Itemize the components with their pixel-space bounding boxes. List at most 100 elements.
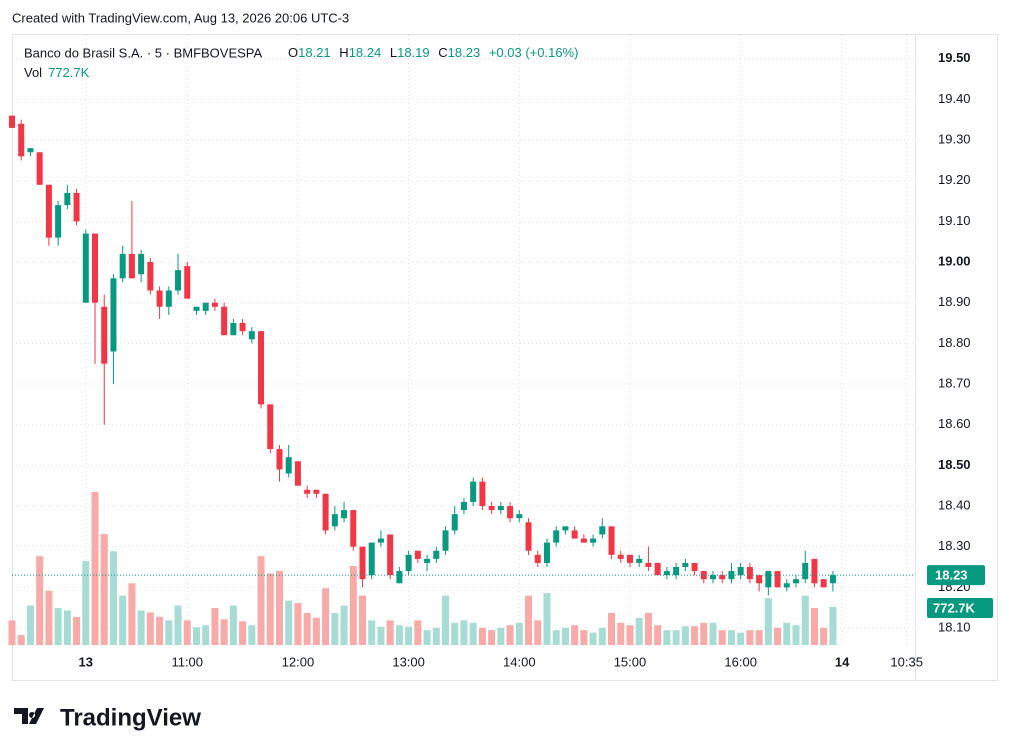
- volume-bar: [506, 625, 514, 645]
- volume-bar: [239, 621, 247, 645]
- grid: 18.1018.2018.3018.4018.5018.6018.7018.80…: [12, 35, 971, 669]
- volume-bar: [580, 630, 588, 645]
- candle-body: [756, 575, 763, 584]
- candle-body: [45, 184, 52, 238]
- candle-body: [728, 571, 735, 580]
- volume-bar: [63, 610, 71, 645]
- volume-bar: [525, 595, 533, 645]
- volume-bar: [644, 612, 652, 645]
- legend-close: 18.23: [448, 45, 481, 60]
- x-tick-label: 11:00: [171, 654, 203, 669]
- volume-bar: [774, 627, 782, 645]
- volume-bar: [26, 605, 34, 645]
- volume-bar: [635, 617, 643, 645]
- candle-body: [331, 514, 338, 527]
- volume-bar: [571, 625, 579, 645]
- volume-bar: [737, 632, 745, 645]
- candle-body: [525, 522, 532, 551]
- candle-body: [543, 542, 550, 563]
- volume-bar: [211, 607, 219, 645]
- candle-body: [387, 534, 394, 576]
- volume-bar: [183, 620, 191, 645]
- volume-bar: [626, 625, 634, 645]
- candle-body: [636, 558, 643, 563]
- candle-body: [193, 306, 200, 311]
- x-tick-label: 16:00: [724, 654, 757, 669]
- candle-body: [147, 262, 154, 291]
- legend-ohlc: O18.21 H18.24 L18.19 C18.23 +0.03 (+0.16…: [288, 45, 578, 60]
- volume-bar: [552, 630, 560, 645]
- volume-bar: [294, 603, 302, 645]
- volume-bar: [377, 626, 385, 645]
- candle-body: [562, 526, 569, 531]
- legend-vol-label: Vol: [24, 65, 42, 80]
- volume-bar: [423, 630, 431, 645]
- candle-body: [507, 506, 514, 519]
- overlay: 18.23 772.7K: [12, 565, 993, 618]
- candle-body: [221, 306, 228, 336]
- candle-body: [396, 571, 403, 584]
- y-tick-label: 18.80: [938, 335, 971, 350]
- volume-bar: [331, 612, 339, 645]
- volume-bar: [100, 533, 108, 645]
- x-tick-label: 13:00: [392, 654, 425, 669]
- candle-body: [18, 123, 25, 157]
- candle-body: [571, 530, 578, 539]
- candle-body: [64, 192, 71, 206]
- volume-bar: [801, 595, 809, 645]
- candle-body: [350, 510, 357, 547]
- y-tick-label: 19.00: [938, 253, 971, 268]
- volume-bar: [718, 630, 726, 645]
- candle-body: [341, 510, 348, 519]
- candle-body: [128, 253, 135, 279]
- candle-body: [451, 514, 458, 531]
- candle-body: [73, 192, 80, 222]
- volume-bar: [810, 607, 818, 645]
- volume-bar: [45, 590, 53, 645]
- volume-bar: [36, 556, 44, 645]
- volume-bar: [165, 620, 173, 645]
- candle-body: [175, 270, 182, 291]
- legend-c: C: [438, 45, 447, 60]
- candle-body: [110, 278, 117, 352]
- candle-body: [285, 457, 292, 474]
- candle-body: [248, 331, 255, 340]
- legend-l: L: [390, 45, 397, 60]
- legend-symbol: Banco do Brasil S.A. · 5 · BMFBOVESPA: [24, 45, 263, 60]
- volume-bar: [349, 566, 357, 645]
- candle-body: [829, 575, 836, 584]
- candle-body: [294, 461, 301, 486]
- volume-bar: [543, 593, 551, 645]
- candle-body: [9, 115, 15, 128]
- volume-bar: [119, 595, 127, 645]
- legend-change: +0.03 (+0.16%): [489, 45, 579, 60]
- candle-body: [304, 489, 311, 494]
- candle-body: [820, 579, 827, 588]
- y-tick-label: 19.40: [938, 91, 971, 106]
- y-tick-label: 18.90: [938, 294, 971, 309]
- logo: TradingView: [14, 704, 201, 731]
- candle-body: [811, 558, 818, 584]
- volume-bar: [8, 620, 16, 645]
- volume-bar: [663, 630, 671, 645]
- volume-bar: [700, 622, 708, 645]
- candle-body: [488, 506, 495, 511]
- candle-body: [802, 562, 809, 580]
- candle-body: [36, 152, 43, 185]
- volume-bar: [266, 573, 274, 645]
- candles: [9, 115, 836, 596]
- candle-body: [138, 253, 145, 275]
- candle-body: [414, 550, 421, 559]
- legend-o: O: [288, 45, 298, 60]
- y-tick-label: 18.50: [938, 457, 971, 472]
- volume-bar: [561, 627, 569, 645]
- y-tick-label: 18.10: [938, 619, 971, 634]
- volume-bar: [746, 630, 754, 645]
- x-tick-label: 15:00: [614, 654, 647, 669]
- y-tick-label: 19.10: [938, 213, 971, 228]
- candle-body: [230, 323, 237, 336]
- volume-bar: [82, 561, 90, 645]
- candle-body: [184, 266, 191, 299]
- volume-bar: [451, 622, 459, 645]
